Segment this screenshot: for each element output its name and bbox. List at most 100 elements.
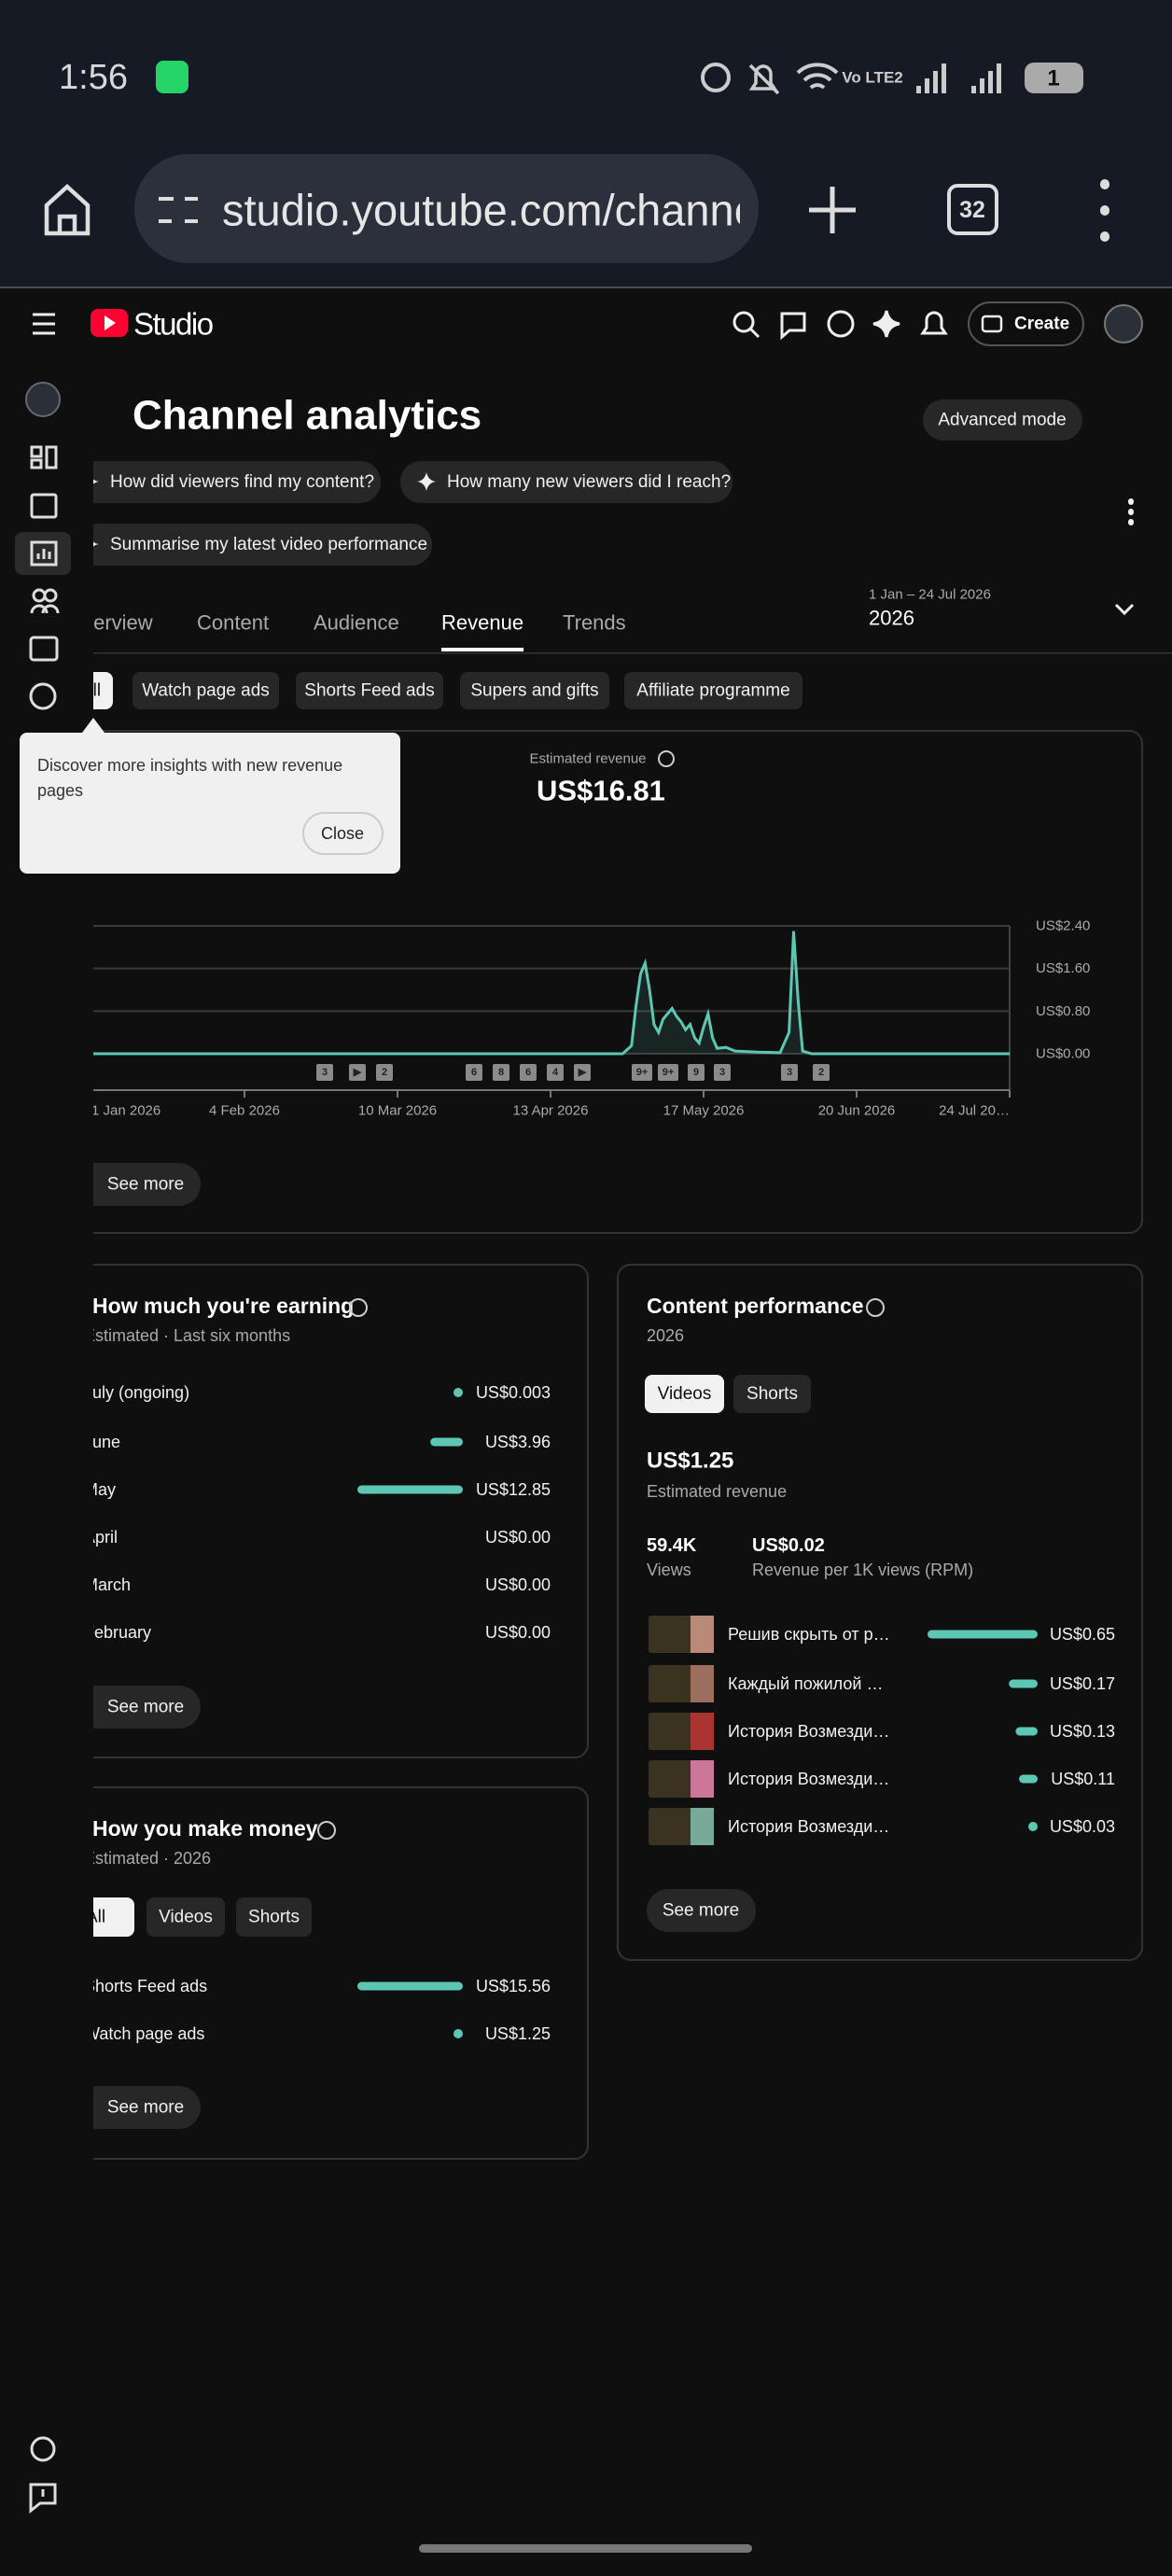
video-marker[interactable] xyxy=(813,1064,830,1081)
home-indicator xyxy=(419,2544,752,2553)
chip[interactable] xyxy=(460,672,609,709)
video-marker[interactable] xyxy=(466,1064,482,1081)
url-text[interactable]: studio.youtube.com/channel xyxy=(222,186,768,235)
video-marker[interactable] xyxy=(520,1064,537,1081)
info-icon[interactable] xyxy=(658,750,675,767)
row-label: March xyxy=(84,1575,131,1594)
copyright-icon[interactable] xyxy=(29,682,57,710)
x-tick-label: 1 Jan 2026 xyxy=(91,1103,160,1119)
send-feedback-icon[interactable] xyxy=(29,2483,57,2514)
chip-label: Shorts xyxy=(746,1384,798,1404)
row-value: US$0.11 xyxy=(1051,1770,1115,1788)
whatsapp-icon xyxy=(156,61,188,93)
popup-close-button[interactable] xyxy=(302,812,384,855)
see-more-button[interactable] xyxy=(56,1686,201,1729)
search-handle xyxy=(748,327,760,339)
info-icon[interactable] xyxy=(866,1298,885,1317)
tab[interactable]: Revenue xyxy=(441,611,523,635)
video-marker[interactable] xyxy=(714,1064,731,1081)
views-label: Views xyxy=(647,1561,691,1579)
see-more-button[interactable] xyxy=(56,1163,201,1206)
bar xyxy=(357,1981,463,1991)
video-marker[interactable] xyxy=(316,1064,333,1081)
video-marker-label: ▶ xyxy=(578,1067,587,1078)
see-more-button[interactable] xyxy=(647,1889,756,1932)
subtitles-icon[interactable] xyxy=(29,636,59,662)
video-marker[interactable] xyxy=(547,1064,564,1081)
chip-label: Videos xyxy=(658,1384,712,1404)
tabs-divider xyxy=(93,652,1172,654)
video-marker[interactable] xyxy=(349,1064,366,1081)
popup xyxy=(20,733,400,874)
chip[interactable] xyxy=(400,461,732,503)
tabs-button[interactable] xyxy=(947,184,998,235)
video-marker[interactable] xyxy=(632,1064,652,1081)
bar xyxy=(1009,1679,1038,1688)
tab-count: 32 xyxy=(959,197,985,223)
advanced-mode-button[interactable] xyxy=(923,399,1082,441)
chip[interactable] xyxy=(236,1897,312,1937)
dashboard-icon[interactable] xyxy=(30,445,58,469)
row-label: Каждый пожилой … xyxy=(728,1674,883,1693)
account-avatar[interactable] xyxy=(1104,304,1143,343)
search-icon[interactable] xyxy=(732,311,755,333)
info-icon[interactable] xyxy=(349,1298,368,1317)
video-marker[interactable] xyxy=(688,1064,705,1081)
create-label: Create xyxy=(1014,315,1069,334)
home-button[interactable] xyxy=(44,183,91,236)
content-icon[interactable] xyxy=(30,493,58,519)
logo-text[interactable]: Studio xyxy=(133,307,214,342)
chip[interactable] xyxy=(296,672,443,709)
video-marker[interactable] xyxy=(493,1064,509,1081)
chart-total: US$16.81 xyxy=(537,775,665,807)
chip[interactable] xyxy=(56,524,432,566)
chip-label: Shorts Feed ads xyxy=(304,681,434,701)
thumbnail-face xyxy=(691,1616,714,1653)
chip[interactable] xyxy=(47,1897,134,1937)
notifications-icon[interactable] xyxy=(920,311,948,335)
tab[interactable]: Content xyxy=(197,611,269,635)
chip[interactable] xyxy=(624,672,802,709)
chip[interactable] xyxy=(146,1897,225,1937)
see-more-label: See more xyxy=(107,2098,184,2118)
sparkle-icon xyxy=(93,541,99,547)
menu-button[interactable] xyxy=(33,313,55,335)
bar xyxy=(928,1630,1038,1639)
tab[interactable]: Overview xyxy=(67,611,153,635)
info-icon[interactable] xyxy=(317,1821,336,1840)
chip[interactable] xyxy=(645,1375,724,1413)
community-icon[interactable] xyxy=(30,604,60,614)
tab[interactable]: Audience xyxy=(314,611,399,635)
settings-icon[interactable] xyxy=(30,2436,56,2462)
earning-card xyxy=(93,1264,589,1758)
chip[interactable] xyxy=(733,1375,811,1413)
create-button[interactable] xyxy=(968,301,1084,346)
video-marker-label: ▶ xyxy=(353,1067,362,1078)
see-more-button[interactable] xyxy=(56,2086,201,2129)
video-marker[interactable] xyxy=(781,1064,798,1081)
chip[interactable] xyxy=(47,672,113,709)
url-bar[interactable] xyxy=(134,154,759,263)
row-value: US$0.03 xyxy=(1050,1817,1115,1836)
tab[interactable]: Trends xyxy=(563,611,626,635)
chip[interactable] xyxy=(133,672,279,709)
see-more-label: See more xyxy=(107,1698,184,1717)
date-dropdown[interactable] xyxy=(1114,603,1135,616)
video-marker[interactable] xyxy=(658,1064,678,1081)
logo-play xyxy=(105,315,116,330)
analytics-icon[interactable] xyxy=(30,540,58,567)
date-value[interactable]: 2026 xyxy=(869,607,914,630)
video-marker[interactable] xyxy=(376,1064,393,1081)
ai-icon[interactable] xyxy=(872,310,900,338)
community-head xyxy=(43,588,58,603)
channel-avatar[interactable] xyxy=(25,382,61,417)
divider xyxy=(0,287,1172,288)
feedback-icon[interactable] xyxy=(780,312,806,341)
rpm-value: US$0.02 xyxy=(752,1535,825,1556)
video-marker[interactable] xyxy=(574,1064,591,1081)
new-tab-button[interactable] xyxy=(809,187,856,233)
site-settings-icon[interactable] xyxy=(159,197,198,223)
chip[interactable] xyxy=(56,461,381,503)
help-icon[interactable] xyxy=(827,310,855,338)
